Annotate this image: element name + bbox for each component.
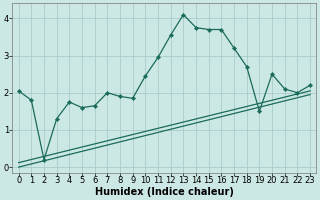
X-axis label: Humidex (Indice chaleur): Humidex (Indice chaleur)	[95, 187, 234, 197]
